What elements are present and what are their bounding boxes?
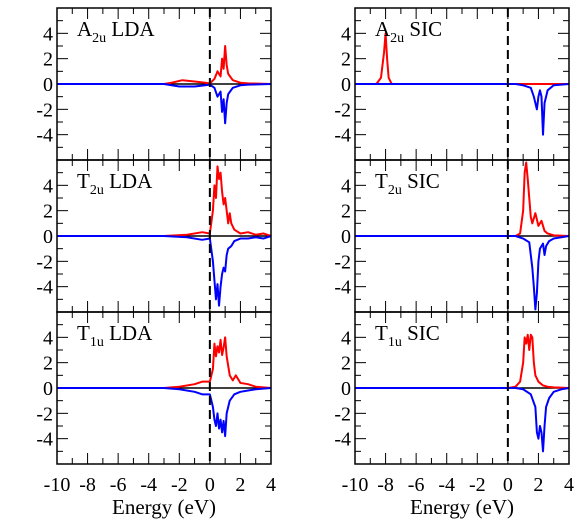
- x-tick-label: 0: [205, 474, 215, 496]
- spin-down-line: [355, 387, 570, 453]
- x-tick-label: 2: [533, 474, 543, 496]
- x-tick-label: -10: [342, 474, 369, 496]
- y-tick-label: -2: [334, 251, 351, 273]
- y-tick-label: -4: [334, 125, 351, 147]
- panel-t2u-lda: 4 2 0 -2 -4 T2u LDA: [36, 159, 272, 313]
- spin-down-line: [57, 83, 272, 125]
- y-tick-label: 2: [43, 353, 53, 375]
- y-tick-label: 2: [341, 353, 351, 375]
- y-tick-label: 0: [43, 378, 53, 400]
- y-tick-label: 2: [341, 49, 351, 71]
- y-tick-label: -4: [334, 277, 351, 299]
- x-tick-label: 0: [503, 474, 513, 496]
- spin-up-line: [355, 161, 570, 237]
- spin-down-line: [355, 235, 570, 311]
- panel-a2u-sic: 4 2 0 -2 -4 A2u SIC: [334, 7, 570, 161]
- y-tick-label: 4: [341, 175, 351, 197]
- x-axis-title: Energy (eV): [410, 495, 514, 519]
- x-tick-label: 4: [564, 474, 574, 496]
- spin-up-line: [355, 333, 570, 389]
- y-tick-label: 0: [341, 74, 351, 96]
- plot-frame: [354, 311, 570, 465]
- y-tick-label: -2: [334, 99, 351, 121]
- spin-up-line: [57, 165, 272, 237]
- y-tick-label: 0: [43, 74, 53, 96]
- panel-title: T2u SIC: [375, 169, 440, 198]
- spin-up-line: [57, 45, 272, 85]
- x-tick-label: -4: [438, 474, 455, 496]
- panel-t1u-lda: 4 2 0 -2 -4 T1u LDA: [36, 311, 272, 465]
- y-tick-label: 0: [341, 226, 351, 248]
- y-tick-label: 4: [43, 327, 53, 349]
- panel-title: T2u LDA: [77, 169, 153, 198]
- x-tick-label: 2: [235, 474, 245, 496]
- spin-up-line: [57, 336, 272, 389]
- panel-grid: 4 2 0 -2 -4 A2u LDA 4 2 0 -2 -4 A2u SIC 4 2 0 -2 -4 T2u L…: [36, 7, 570, 465]
- spin-down-line: [355, 83, 570, 136]
- x-tick-label: -8: [377, 474, 394, 496]
- y-tick-label: -4: [36, 429, 53, 451]
- y-tick-label: -2: [36, 99, 53, 121]
- panel-t1u-sic: 4 2 0 -2 -4 T1u SIC: [334, 311, 570, 465]
- y-tick-label: 4: [341, 327, 351, 349]
- x-tick-label: -10: [44, 474, 71, 496]
- x-tick-label: -6: [408, 474, 425, 496]
- x-tick-label: -4: [140, 474, 157, 496]
- panel-title: T1u SIC: [375, 321, 440, 350]
- x-tick-label: -8: [79, 474, 96, 496]
- spin-down-line: [57, 387, 272, 438]
- panel-title: T1u LDA: [77, 321, 153, 350]
- y-tick-label: -4: [334, 429, 351, 451]
- y-tick-label: -4: [36, 125, 53, 147]
- x-tick-label: -6: [110, 474, 127, 496]
- spin-down-line: [57, 235, 272, 307]
- y-tick-label: -2: [36, 403, 53, 425]
- x-tick-label: -2: [469, 474, 486, 496]
- y-tick-label: -4: [36, 277, 53, 299]
- y-tick-label: 4: [341, 23, 351, 45]
- panel-title: A2u SIC: [375, 17, 442, 46]
- x-tick-label: 4: [266, 474, 276, 496]
- panel-title: A2u LDA: [77, 17, 155, 46]
- x-axis-title: Energy (eV): [112, 495, 216, 519]
- y-tick-label: 4: [43, 23, 53, 45]
- y-tick-label: 0: [341, 378, 351, 400]
- panel-t2u-sic: 4 2 0 -2 -4 T2u SIC: [334, 159, 570, 313]
- x-tick-label: -2: [171, 474, 188, 496]
- spin-up-line: [355, 32, 569, 85]
- y-tick-label: 4: [43, 175, 53, 197]
- y-tick-label: -2: [36, 251, 53, 273]
- y-tick-label: 2: [43, 201, 53, 223]
- y-tick-label: 0: [43, 226, 53, 248]
- plot-frame: [56, 311, 272, 465]
- panel-a2u-lda: 4 2 0 -2 -4 A2u LDA: [36, 7, 272, 161]
- y-tick-label: -2: [334, 403, 351, 425]
- y-tick-label: 2: [43, 49, 53, 71]
- y-tick-label: 2: [341, 201, 351, 223]
